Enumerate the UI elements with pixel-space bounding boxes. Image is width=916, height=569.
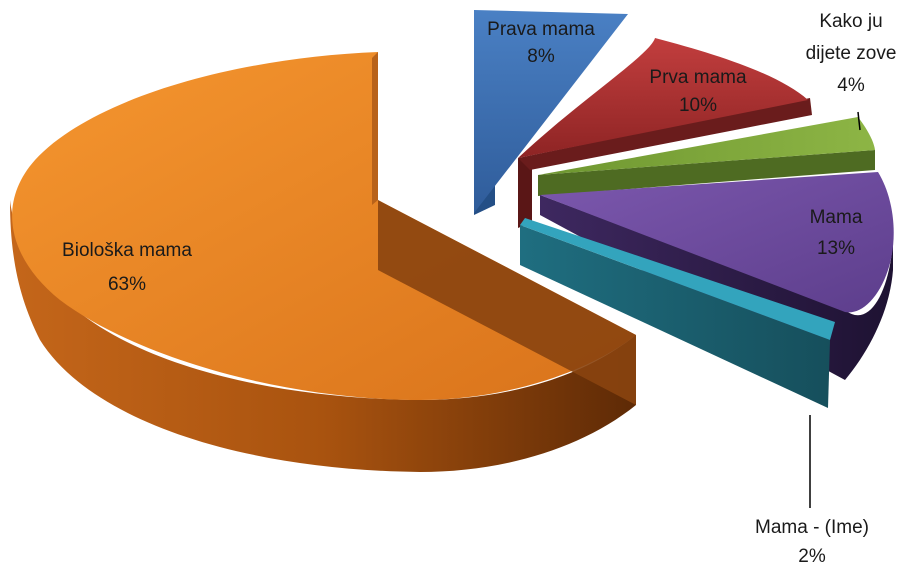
label-mama-ime-value: 2% [798, 546, 826, 567]
slice-prva-mama [518, 38, 812, 228]
label-kako-line1: Kako ju [819, 11, 882, 32]
label-prava-mama-name: Prava mama [487, 19, 595, 40]
slice-bioloska-mama [10, 52, 636, 472]
label-prva-mama-name: Prva mama [649, 67, 747, 88]
slice-kako-ju-dijete-zove [538, 117, 875, 196]
label-prava-mama-value: 8% [527, 46, 555, 67]
label-kako-value: 4% [837, 75, 865, 96]
label-kako-line2: dijete zove [806, 43, 897, 64]
slice-mama-ime [520, 218, 835, 408]
label-prva-mama-value: 10% [679, 95, 717, 116]
label-bioloska-name: Biološka mama [62, 240, 192, 261]
leader-line-kako [857, 111, 861, 131]
label-mama-ime-name: Mama - (Ime) [755, 517, 869, 538]
label-bioloska-value: 63% [108, 274, 146, 295]
label-mama-value: 13% [817, 238, 855, 259]
slice-prava-mama [474, 10, 628, 215]
label-mama-name: Mama [810, 207, 863, 228]
